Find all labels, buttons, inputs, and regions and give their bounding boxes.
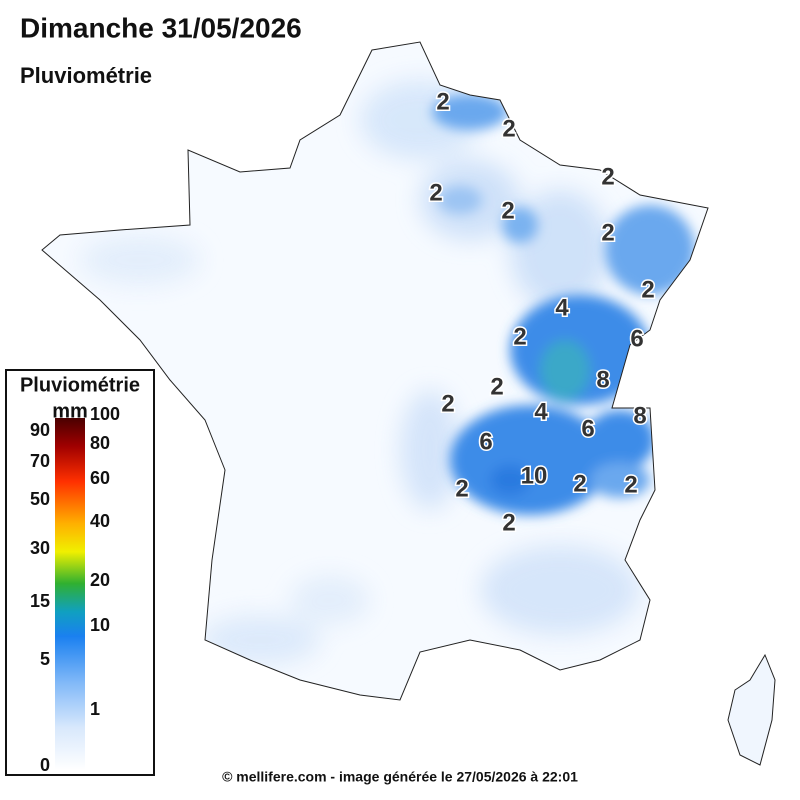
contour-label: 2 [601, 163, 614, 190]
legend-label: 70 [30, 451, 50, 471]
footer: © mellifere.com - image générée le 27/05… [222, 769, 578, 785]
contour-label: 4 [534, 398, 548, 425]
legend-label: 50 [30, 489, 50, 509]
legend-label: 1 [90, 699, 100, 719]
title: Dimanche 31/05/2026 [20, 12, 302, 43]
color-bar [55, 418, 85, 770]
legend-title: Pluviométrie [20, 374, 140, 396]
legend: Pluviométrie mm 90 70 50 30 15 5 0 100 8… [5, 369, 155, 776]
contour-label: 6 [581, 415, 594, 442]
contour-label: 2 [624, 471, 637, 498]
france [41, 41, 776, 766]
legend-label: 80 [90, 433, 110, 453]
contour-label: 10 [521, 462, 548, 489]
legend-label: 10 [90, 615, 110, 635]
legend-label: 60 [90, 468, 110, 488]
legend-label: 90 [30, 420, 50, 440]
legend-label: 100 [90, 404, 120, 424]
contour-label: 2 [502, 509, 515, 536]
contour-label: 2 [601, 219, 614, 246]
legend-unit: mm [52, 400, 88, 422]
subtitle: Pluviométrie [20, 63, 152, 88]
legend-label: 5 [40, 649, 50, 669]
legend-label: 15 [30, 591, 50, 611]
contour-label: 2 [501, 197, 514, 224]
contour-label: 8 [596, 366, 609, 393]
contour-label: 2 [490, 373, 503, 400]
legend-label: 20 [90, 570, 110, 590]
contour-label: 4 [555, 294, 569, 321]
contour-label: 2 [513, 323, 526, 350]
contour-label: 2 [573, 470, 586, 497]
rain-field [80, 80, 695, 665]
corsica [727, 653, 776, 766]
legend-label: 30 [30, 538, 50, 558]
contour-label: 2 [436, 88, 449, 115]
contour-label: 6 [479, 428, 492, 455]
contour-label: 2 [502, 115, 515, 142]
legend-label: 0 [40, 755, 50, 775]
contour-label: 2 [455, 475, 468, 502]
contour-label: 8 [633, 402, 646, 429]
contour-label: 2 [429, 179, 442, 206]
contour-label: 2 [441, 390, 454, 417]
contour-label: 2 [641, 276, 654, 303]
contour-label: 6 [630, 325, 643, 352]
legend-label: 40 [90, 511, 110, 531]
contour-labels: 2 2 2 2 2 2 2 4 2 6 8 2 2 4 8 6 6 10 2 2… [428, 87, 656, 538]
